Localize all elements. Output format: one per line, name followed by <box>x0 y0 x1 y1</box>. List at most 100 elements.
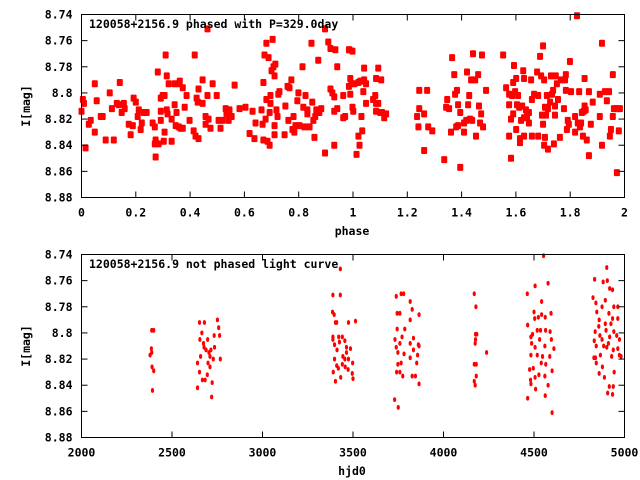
data-point <box>301 123 308 131</box>
data-point <box>201 340 206 346</box>
data-point <box>195 385 200 391</box>
data-point <box>344 350 349 355</box>
data-point <box>605 344 609 350</box>
data-point <box>585 88 592 96</box>
data-point <box>453 86 460 94</box>
data-point <box>356 141 363 149</box>
data-point <box>91 80 98 88</box>
data-point <box>378 76 385 84</box>
data-point <box>525 109 532 117</box>
data-point <box>355 132 362 140</box>
data-point <box>110 136 117 144</box>
data-point <box>531 365 535 371</box>
data-point <box>521 75 528 83</box>
data-point <box>339 374 343 380</box>
data-point <box>547 72 554 80</box>
data-point <box>152 327 156 333</box>
data-point <box>396 350 400 355</box>
data-point <box>516 139 523 147</box>
data-point <box>203 377 207 383</box>
data-point <box>475 102 482 110</box>
data-point <box>343 364 347 370</box>
data-point <box>322 25 329 33</box>
plot-title: 120058+2156.9 not phased light curve <box>89 257 338 271</box>
data-point <box>550 86 557 94</box>
data-point <box>226 106 233 114</box>
data-point <box>416 105 423 113</box>
data-point <box>197 369 202 375</box>
y-tick-label: 8.76 <box>45 34 73 48</box>
data-point <box>217 325 221 331</box>
data-point <box>451 71 458 79</box>
data-point <box>411 347 416 353</box>
data-point <box>530 331 535 337</box>
data-point <box>363 99 370 107</box>
phased-plot: 0 0.2 0.4 0.6 0.8 1 1.2 1.4 1.6 1.8 2 8.74 8.76 8.78 8… <box>19 8 628 239</box>
data-point <box>421 110 428 118</box>
x-tick-label: 3000 <box>249 446 277 460</box>
data-point <box>535 92 542 100</box>
data-point <box>444 95 451 103</box>
data-point <box>150 388 155 393</box>
data-point <box>161 92 168 100</box>
data-point <box>318 105 325 113</box>
data-point <box>417 312 421 318</box>
data-point <box>535 327 539 333</box>
data-point <box>402 351 406 357</box>
data-point <box>331 337 335 342</box>
y-tick-label: 8.86 <box>45 164 73 178</box>
data-point <box>413 373 418 379</box>
data-point <box>197 320 202 325</box>
x-tick-label: 1.2 <box>397 206 418 220</box>
y-tick-label: 8.88 <box>45 191 73 205</box>
data-point <box>162 51 169 59</box>
data-point <box>603 297 607 303</box>
data-point <box>610 287 615 293</box>
data-point <box>271 72 278 80</box>
data-point <box>543 393 547 399</box>
data-point <box>80 99 87 107</box>
data-point <box>593 329 597 335</box>
data-point <box>327 44 334 52</box>
data-point <box>612 329 616 335</box>
data-point <box>402 291 406 297</box>
data-point <box>578 119 585 127</box>
data-point <box>473 382 477 388</box>
data-point <box>171 101 178 109</box>
data-point <box>603 321 607 327</box>
data-point <box>93 97 100 105</box>
x-tick-label: 0.8 <box>288 206 309 220</box>
data-point <box>609 321 613 327</box>
data-point <box>600 337 604 342</box>
data-point <box>546 280 550 286</box>
data-point <box>410 307 414 312</box>
data-point <box>271 131 278 139</box>
data-point <box>573 12 580 20</box>
data-point <box>541 133 548 141</box>
data-point <box>461 128 468 136</box>
y-axis-label: I[mag] <box>19 85 33 127</box>
data-point <box>396 361 400 367</box>
data-point <box>448 128 455 136</box>
data-point <box>206 337 210 342</box>
data-point <box>399 291 403 297</box>
data-point <box>393 337 397 342</box>
data-point <box>610 391 615 397</box>
data-point <box>394 293 398 299</box>
data-point <box>606 88 613 96</box>
data-point <box>615 333 619 338</box>
data-point <box>345 82 352 90</box>
x-tick-label: 1.4 <box>451 206 472 220</box>
y-tick-label: 8.84 <box>45 378 73 392</box>
data-point <box>295 89 302 97</box>
data-point <box>271 122 278 130</box>
data-point <box>195 135 202 143</box>
data-point <box>194 98 201 106</box>
data-point <box>414 112 421 120</box>
data-point <box>533 316 537 321</box>
data-point <box>572 128 579 136</box>
data-point <box>538 337 542 342</box>
data-point <box>540 120 547 128</box>
data-point <box>322 149 329 157</box>
data-point <box>215 317 220 323</box>
